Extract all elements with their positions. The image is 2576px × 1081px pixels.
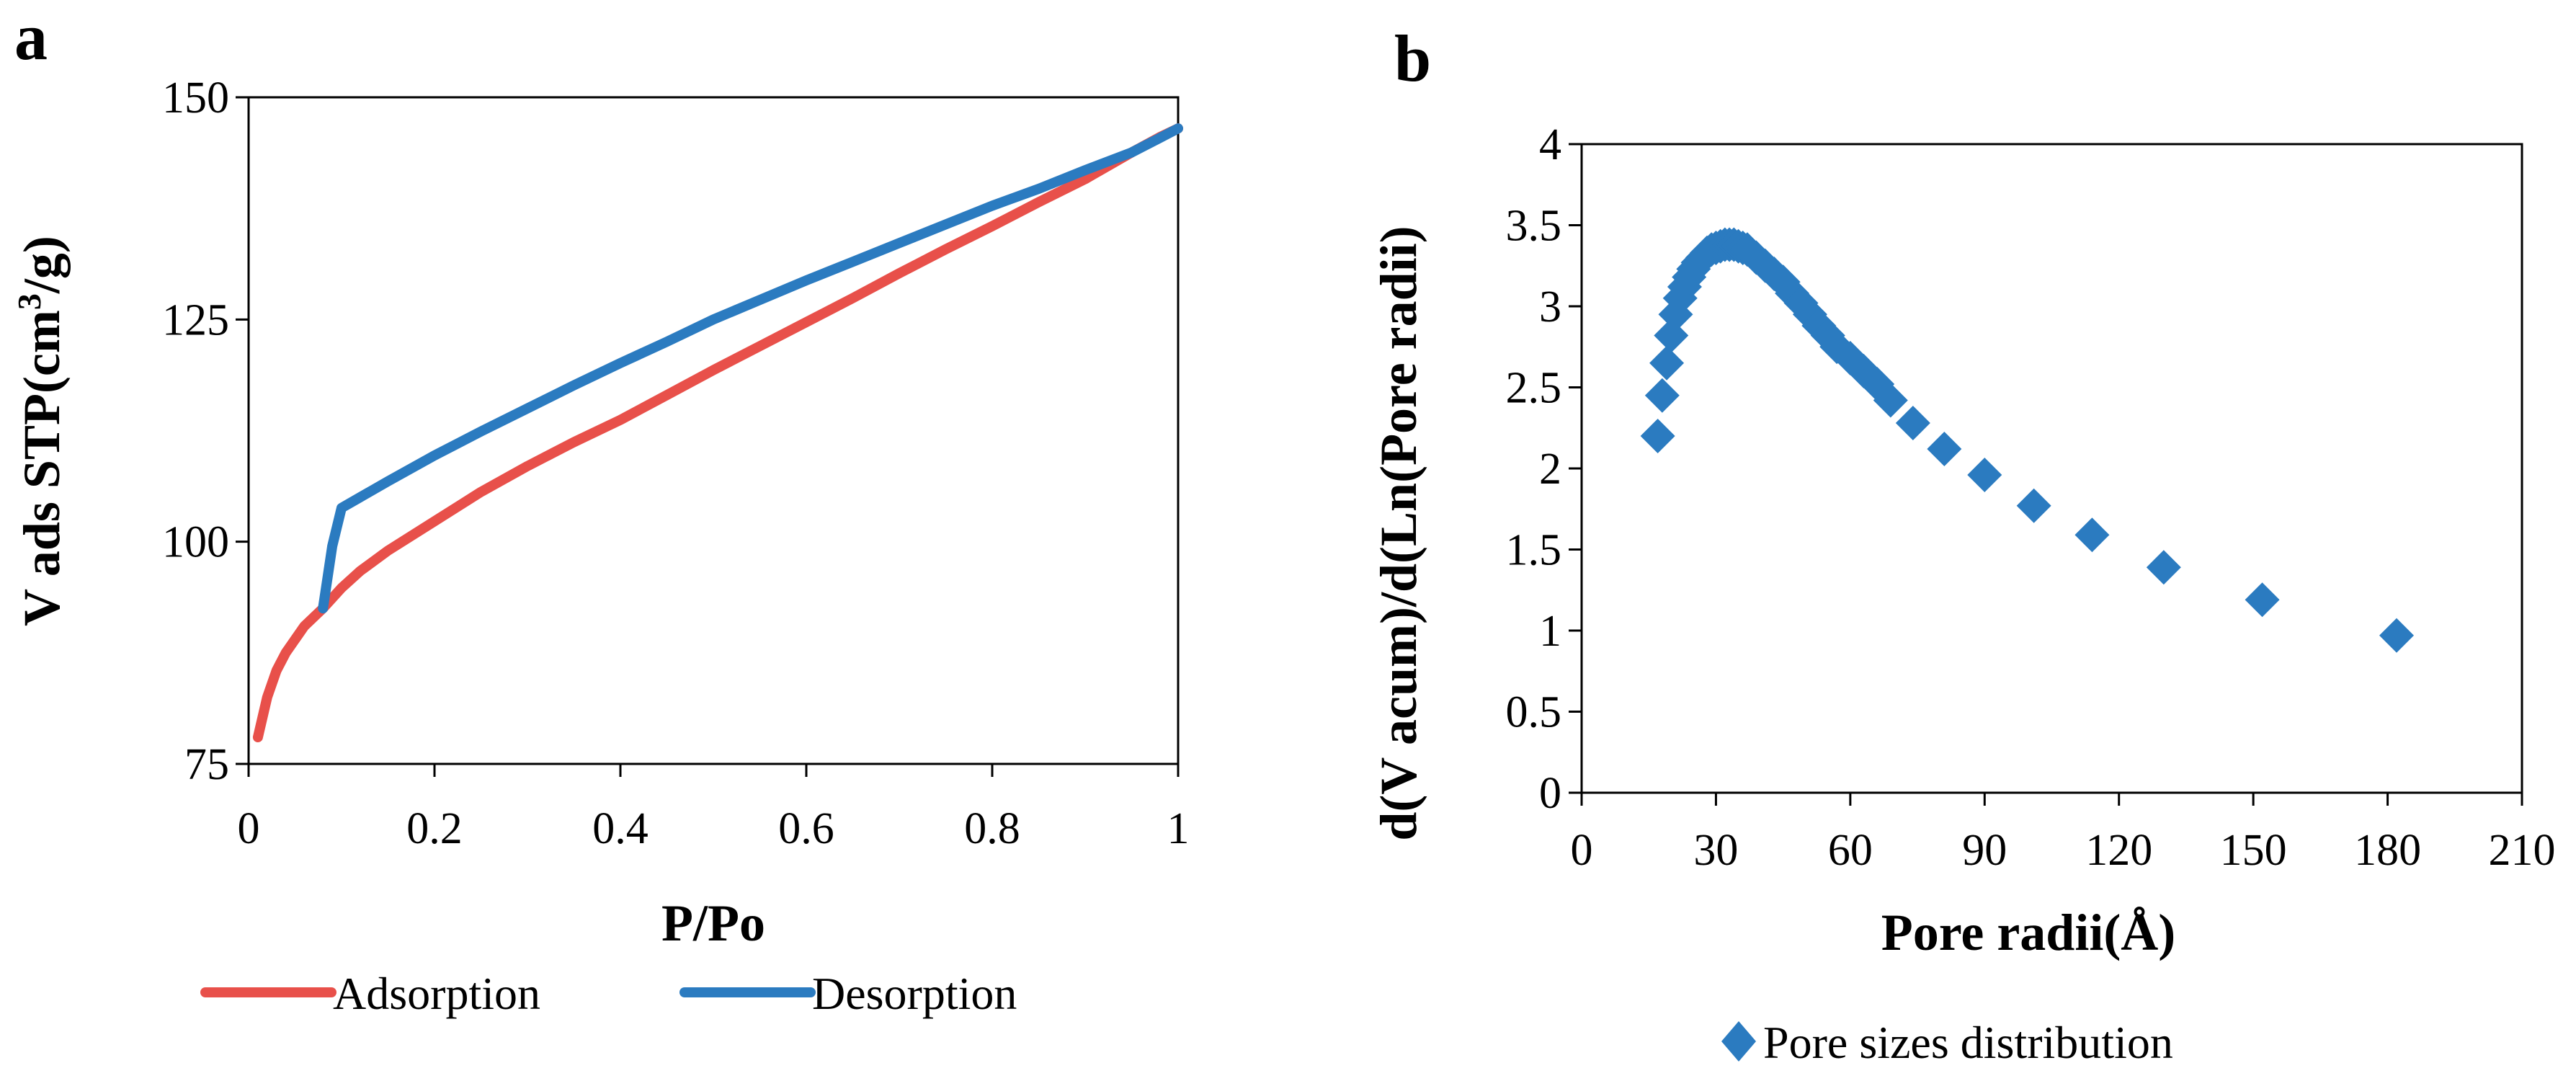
- panel-b-ticks: 0 30 60 90 120 150 180 210 0 0.5 1 1.5 2 2.5 3 3.5 4: [1506, 120, 2556, 875]
- panel-a-y-tick-label: 125: [162, 295, 229, 344]
- scatter-point: [1640, 419, 1675, 453]
- panel-a-y-axis-title-sup: 3: [11, 293, 48, 310]
- panel-b-letter: b: [1394, 22, 1431, 95]
- panel-a-x-tick-label: 0: [238, 804, 260, 853]
- panel-b-x-tick-label: 150: [2220, 826, 2287, 875]
- panel-a-y-tick-label: 75: [184, 740, 229, 789]
- panel-b-y-tick-label: 1: [1539, 607, 1561, 656]
- panel-b-x-axis-title: Pore radii(Å): [1881, 904, 2176, 961]
- panel-a-ticks: 0 0.2 0.4 0.6 0.8 1 75 100 125 150: [162, 74, 1190, 853]
- panel-b-series: [1640, 227, 2414, 653]
- panel-b-y-tick-label: 2.5: [1506, 364, 1562, 413]
- panel-b-x-tick-label: 120: [2085, 826, 2152, 875]
- panel-b-legend: Pore sizes distribution: [1721, 1017, 2173, 1068]
- scatter-point: [1644, 378, 1680, 413]
- panel-b-x-tick-label: 0: [1571, 826, 1593, 875]
- scatter-point: [1895, 406, 1930, 440]
- panel-a-x-tick-label: 1: [1167, 804, 1190, 853]
- panel-a-y-axis-title-main: V ads STP(cm: [13, 310, 71, 626]
- series-line-desorption: [318, 123, 1183, 614]
- scatter-point: [2074, 517, 2110, 553]
- legend-label-adsorption: Adsorption: [333, 968, 540, 1019]
- panel-a-x-tick-label: 0.6: [778, 804, 834, 853]
- scatter-point: [1927, 432, 1962, 466]
- panel-b-x-tick-label: 180: [2354, 826, 2421, 875]
- panel-a-y-axis-title-tail: /g): [13, 236, 71, 294]
- panel-a-series: [252, 123, 1183, 742]
- scatter-point: [1967, 458, 2002, 492]
- panel-a-y-axis-title: V ads STP(cm3/g): [11, 236, 71, 626]
- panel-b-y-tick-label: 0: [1539, 769, 1561, 818]
- panel-b-y-tick-label: 1.5: [1506, 526, 1562, 575]
- panel-a-x-axis-title: P/Po: [661, 894, 765, 952]
- scatter-point: [2016, 488, 2051, 523]
- panel-b-y-tick-label: 2: [1539, 445, 1561, 494]
- scatter-point: [2245, 582, 2280, 618]
- scatter-point: [1649, 345, 1685, 381]
- panel-b-x-tick-label: 30: [1693, 826, 1738, 875]
- panel-b-x-tick-label: 210: [2489, 826, 2556, 875]
- panel-b-y-tick-label: 3: [1539, 283, 1561, 332]
- panel-b-x-tick-label: 60: [1828, 826, 1873, 875]
- panel-b-x-tick-label: 90: [1962, 826, 2007, 875]
- panel-a-letter: a: [14, 0, 48, 74]
- panel-b-y-tick-label: 4: [1539, 120, 1561, 169]
- panel-b-y-axis-title: d(V acum)/d(Ln(Pore radii): [1370, 226, 1427, 840]
- panel-a-x-tick-label: 0.8: [964, 804, 1020, 853]
- panel-a-plot-frame: [247, 96, 1180, 765]
- legend-swatch-pore-sizes-distribution: [1721, 1021, 1756, 1062]
- scatter-point: [2379, 618, 2414, 653]
- panel-a: a 0 0.2 0.4 0.6 0.8 1 75 100 125 150 P/Po V ads S…: [11, 0, 1190, 1019]
- legend-label-desorption: Desorption: [812, 968, 1017, 1019]
- panel-a-y-tick-label: 150: [162, 74, 229, 123]
- panel-a-legend: Adsorption Desorption: [200, 968, 1017, 1019]
- legend-label-pore-sizes-distribution: Pore sizes distribution: [1763, 1017, 2173, 1068]
- series-line-adsorption: [252, 123, 1183, 742]
- panel-b-y-tick-label: 0.5: [1506, 688, 1562, 737]
- panel-a-x-tick-label: 0.4: [592, 804, 649, 853]
- panel-b-y-tick-label: 3.5: [1506, 202, 1562, 251]
- scatter-point: [1873, 383, 1908, 418]
- scatter-point: [2146, 550, 2181, 585]
- panel-b: b 0 30 60 90 120 150 180 210 0 0.5 1 1.5 2 2.5 3 3.5 4 P…: [1370, 22, 2556, 1068]
- panel-a-x-tick-label: 0.2: [406, 804, 463, 853]
- panel-a-y-tick-label: 100: [162, 518, 229, 567]
